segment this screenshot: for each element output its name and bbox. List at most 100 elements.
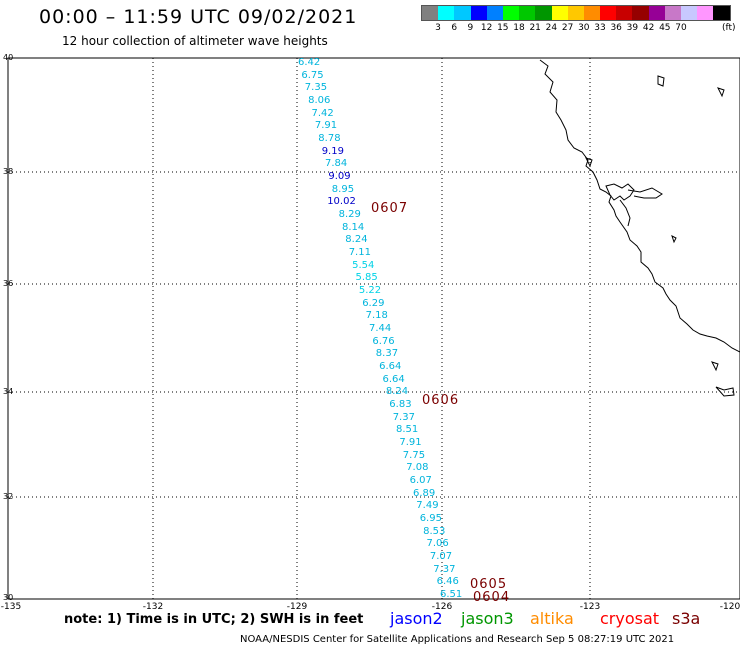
- color-swatch-18: [713, 6, 730, 20]
- lon-label-135: -135: [0, 602, 22, 612]
- wave-height-label: 6.64: [382, 373, 405, 385]
- color-scale-tick-0: 3: [435, 23, 441, 33]
- color-swatch-15: [664, 6, 681, 20]
- time-label-0605: 0605: [470, 577, 508, 592]
- wave-height-label: 6.29: [362, 297, 385, 309]
- credit-line: NOAA/NESDIS Center for Satellite Applica…: [240, 634, 675, 645]
- time-label-0604: 0604: [473, 590, 511, 605]
- coastline: [539, 59, 740, 397]
- color-swatch-13: [632, 6, 649, 20]
- legend-s3a: s3a: [672, 609, 701, 628]
- color-scale-legend: (ft) 3 6 9 12 15 18 21 24 27 30 33 36 39 42 45 70: [421, 5, 736, 37]
- wave-height-label: 7.37: [433, 563, 456, 575]
- wave-height-label: 7.37: [392, 411, 415, 423]
- color-swatch-6: [519, 6, 536, 20]
- lon-label-129: -129: [286, 602, 308, 612]
- color-scale-tick-8: 27: [561, 23, 574, 33]
- color-scale-tick-15: 70: [675, 23, 687, 33]
- color-swatch-5: [502, 6, 520, 20]
- color-swatch-11: [600, 6, 617, 20]
- wave-height-label: 7.07: [429, 551, 453, 562]
- color-scale-tick-5: 18: [513, 23, 525, 33]
- lat-label-38: 38: [3, 167, 14, 176]
- wave-height-label: 9.19: [321, 145, 344, 157]
- wave-height-label: 6.64: [379, 361, 402, 372]
- color-swatch-14: [648, 6, 665, 20]
- salton-sea-outline: [711, 361, 719, 372]
- color-scale-tick-3: 12: [480, 23, 493, 33]
- wave-height-label: 7.35: [304, 82, 328, 94]
- wave-height-label: 8.29: [338, 209, 361, 220]
- wave-height-label: 6.42: [298, 57, 321, 68]
- wave-height-label: 6.76: [372, 335, 395, 347]
- wave-height-label: 8.78: [318, 133, 341, 144]
- color-scale-tick-13: 42: [642, 23, 655, 33]
- color-swatch-9: [567, 6, 584, 20]
- wave-height-label: 6.07: [409, 475, 432, 486]
- wave-height-label: 8.14: [342, 221, 365, 233]
- delta-outline: [627, 187, 663, 199]
- channel-island-outline: [715, 386, 735, 397]
- wave-height-label: 8.95: [331, 183, 355, 195]
- color-scale-tick-1: 6: [451, 23, 458, 33]
- color-swatch-16: [681, 6, 698, 20]
- map-title: 00:00 – 11:59 UTC 09/02/2021: [39, 6, 358, 28]
- legend-jason3: jason3: [461, 609, 514, 628]
- wave-height-label: 7.91: [314, 120, 338, 132]
- lon-label-132: -132: [142, 602, 164, 612]
- lat-label-30: 30: [3, 593, 14, 602]
- color-scale-tick-14: 45: [659, 23, 671, 33]
- map-subtitle: 12 hour collection of altimeter wave hei…: [62, 34, 328, 48]
- wave-height-label: 6.51: [440, 589, 463, 600]
- lat-label-32: 32: [3, 492, 14, 501]
- color-scale-swatches: [421, 5, 731, 21]
- color-swatch-7: [535, 6, 552, 20]
- wave-height-label: 7.11: [348, 247, 371, 258]
- color-swatch-3: [470, 6, 487, 20]
- color-scale-tick-2: 9: [467, 23, 474, 33]
- bay-channel: [619, 199, 631, 227]
- sf-bay-outline: [605, 183, 635, 201]
- lat-label-34: 34: [3, 387, 14, 396]
- wave-height-label: 7.84: [325, 158, 348, 170]
- wave-height-label: 7.91: [399, 437, 422, 448]
- wave-height-label: 8.37: [375, 348, 399, 360]
- color-scale-tick-12: 39: [626, 23, 639, 33]
- wave-height-label: 7.42: [311, 107, 334, 119]
- color-swatch-10: [583, 6, 601, 20]
- wave-height-label: 8.24: [385, 386, 409, 398]
- wave-height-label: 5.22: [358, 285, 382, 296]
- wave-height-label: 7.75: [402, 449, 426, 461]
- reservoir-outline: [585, 157, 593, 168]
- color-swatch-8: [551, 6, 568, 20]
- color-scale-tick-6: 21: [529, 23, 541, 33]
- wave-height-label: 6.75: [301, 69, 324, 81]
- time-label-0607: 0607: [371, 201, 409, 216]
- lon-label-120: -120: [719, 602, 740, 612]
- time-label-0606: 0606: [422, 393, 460, 408]
- color-swatch-4: [486, 6, 503, 20]
- lake-outline: [671, 235, 677, 244]
- wave-height-label: 6.46: [436, 576, 459, 588]
- legend-jason2: jason2: [390, 609, 443, 628]
- lon-label-126: -126: [431, 602, 453, 612]
- legend-cryosat: cryosat: [600, 609, 660, 628]
- wave-height-label: 7.49: [416, 500, 439, 512]
- wave-height-label: 9.09: [328, 171, 351, 182]
- lon-label-123: -123: [579, 602, 601, 612]
- color-scale-tick-11: 36: [610, 23, 622, 33]
- wave-height-label: 6.95: [419, 513, 442, 524]
- wave-height-label: 10.02: [327, 196, 356, 208]
- color-swatch-0: [422, 6, 439, 20]
- wave-height-label: 7.08: [406, 462, 429, 474]
- lat-label-36: 36: [3, 279, 14, 288]
- lat-label-40: 40: [3, 53, 14, 62]
- wave-height-label: 8.51: [396, 424, 419, 436]
- color-scale-tick-10: 33: [594, 23, 606, 33]
- wave-height-label: 5.85: [355, 272, 378, 284]
- color-scale-tick-7: 24: [545, 23, 558, 33]
- color-swatch-2: [454, 6, 471, 20]
- wave-height-label: 7.06: [426, 538, 449, 550]
- color-swatch-17: [697, 6, 714, 20]
